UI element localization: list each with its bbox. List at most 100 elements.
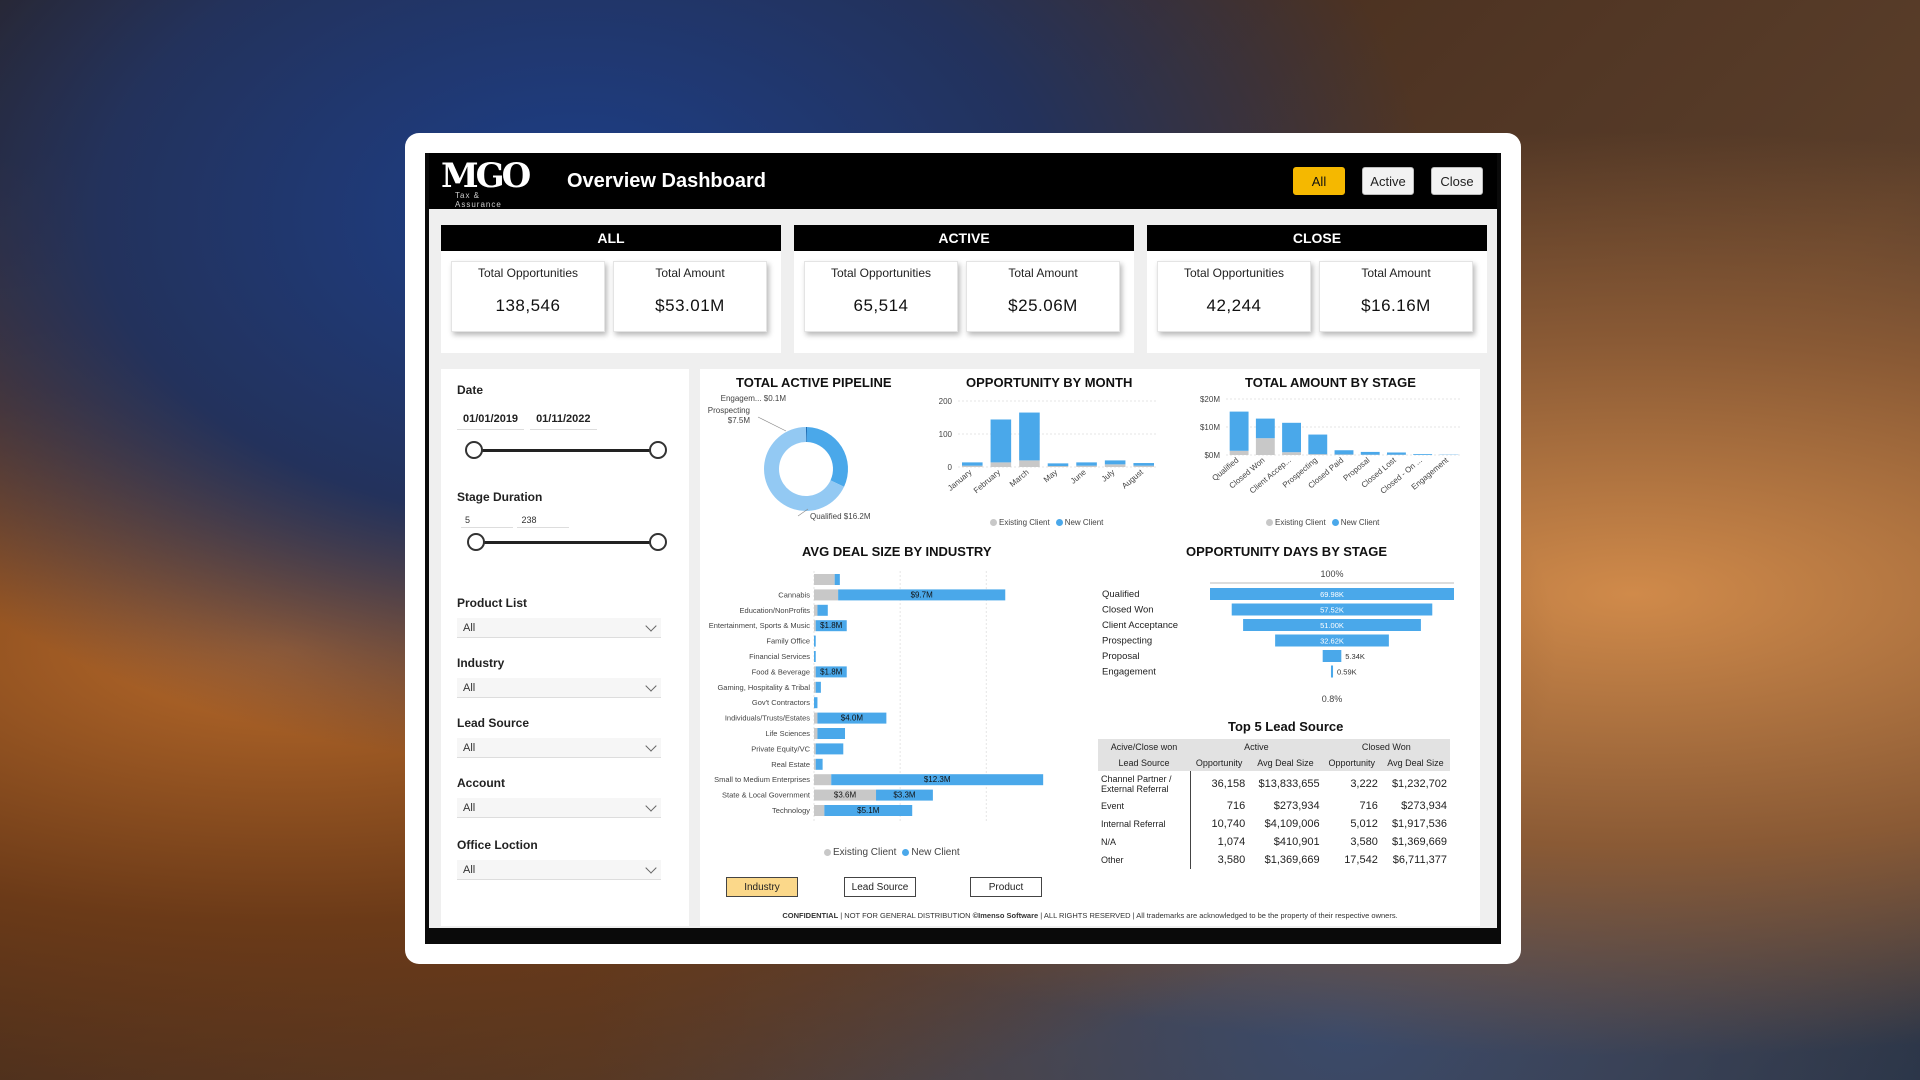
bar-existing: [1229, 450, 1249, 455]
dashboard: MGO Tax & Assurance Overview Dashboard A…: [425, 153, 1501, 944]
donut-slice: [806, 427, 848, 487]
bar-existing: [1076, 465, 1097, 467]
slider-handle-end[interactable]: [649, 533, 667, 551]
kpi-label: Total Amount: [1008, 266, 1078, 280]
chevron-down-icon: [645, 679, 657, 692]
category-label: Small to Medium Enterprises: [714, 775, 810, 784]
bar-existing: [814, 681, 816, 693]
bar-new: [1019, 412, 1040, 461]
funnel-bar: [1231, 603, 1433, 616]
x-tick-label: July: [1100, 468, 1117, 484]
tab-lead-source[interactable]: Lead Source: [844, 877, 916, 897]
bar-new: [1360, 451, 1380, 455]
dropdown-value: All: [463, 801, 476, 814]
legend-swatch: [1266, 519, 1273, 527]
lead-source-dropdown[interactable]: All: [457, 738, 661, 758]
days-chart-title: OPPORTUNITY DAYS BY STAGE: [1186, 544, 1388, 559]
col-closed-opportunity: Opportunity: [1322, 755, 1381, 771]
bar-new: [815, 620, 847, 632]
slice-label: Prospecting: [708, 406, 750, 415]
slider-handle-start[interactable]: [465, 441, 483, 459]
closed-avg-cell: $273,934: [1401, 800, 1447, 812]
bar-new: [1076, 462, 1097, 466]
data-label: $4.0M: [841, 714, 864, 723]
bar-existing: [814, 789, 877, 801]
date-start-input[interactable]: 01/01/2019: [457, 409, 525, 430]
active-opportunity-cell: 36,158: [1211, 778, 1246, 790]
date-slider[interactable]: [465, 440, 667, 460]
funnel-value-label: 32.62K: [1320, 637, 1344, 646]
slider-handle-start[interactable]: [467, 533, 485, 551]
slider-handle-end[interactable]: [649, 441, 667, 459]
tab-industry[interactable]: Industry: [726, 877, 798, 897]
funnel-value-label: 69.98K: [1320, 590, 1344, 599]
active-button[interactable]: Active: [1362, 167, 1414, 195]
x-tick-label: June: [1069, 467, 1088, 485]
industry-dropdown[interactable]: All: [457, 678, 661, 698]
kpi-group-all: ALL Total Opportunities 138,546 Total Am…: [441, 225, 781, 353]
bar-new: [815, 743, 844, 755]
bar-new: [824, 805, 913, 816]
active-avg-cell: $410,901: [1273, 836, 1320, 848]
chevron-down-icon: [645, 799, 657, 812]
footer-text: | NOT FOR GENERAL DISTRIBUTION: [838, 911, 973, 920]
dropdown-value: All: [463, 863, 476, 876]
stage-slider[interactable]: [467, 532, 667, 552]
bar-existing: [1334, 454, 1354, 455]
bar-existing: [1019, 460, 1040, 467]
date-filter-label: Date: [457, 383, 484, 397]
active-opportunity-cell: 3,580: [1217, 854, 1246, 866]
active-avg-cell: $1,369,669: [1264, 854, 1320, 866]
slice-label: Qualified $16.2M: [810, 512, 871, 521]
office-location-dropdown[interactable]: All: [457, 860, 661, 880]
category-label: Entertainment, Sports & Music: [709, 621, 811, 630]
month-legend: Existing Client New Client: [990, 518, 1103, 527]
leader-line: [757, 416, 787, 432]
lead-cell: Channel Partner / External Referral: [1098, 771, 1191, 797]
date-range: 01/01/2019 01/11/2022: [457, 409, 673, 430]
slice-label: Engagem... $0.1M: [721, 394, 787, 403]
funnel-value-label: 57.52K: [1320, 606, 1344, 615]
table-header-row: Acive/Close won Active Closed Won: [1098, 739, 1450, 755]
bar-new: [1387, 452, 1406, 455]
category-label: State & Local Government: [722, 791, 811, 800]
stage-max-input[interactable]: 238: [517, 513, 570, 528]
lead-cell: Event: [1098, 797, 1191, 815]
kpi-value: 42,244: [1206, 296, 1262, 315]
all-button[interactable]: All: [1293, 167, 1345, 195]
bar-new: [1104, 460, 1126, 465]
stage-min-input[interactable]: 5: [461, 513, 513, 528]
product-list-dropdown[interactable]: All: [457, 618, 661, 638]
closed-opportunity-cell: 5,012: [1350, 818, 1378, 830]
kpi-card-opportunities: Total Opportunities 42,244: [1157, 261, 1311, 332]
kpi-cards: Total Opportunities 65,514 Total Amount …: [794, 251, 1134, 332]
bar-existing: [1255, 438, 1275, 455]
category-label: Gov't Contractors: [752, 698, 810, 707]
deal-size-chart-title: AVG DEAL SIZE BY INDUSTRY: [802, 544, 992, 559]
legend-swatch: [1331, 519, 1339, 527]
close-button[interactable]: Close: [1431, 167, 1483, 195]
kpi-label: Total Opportunities: [830, 266, 932, 280]
category-label: Technology: [772, 806, 810, 815]
funnel-category: Proposal: [1102, 651, 1140, 662]
legend-item-existing: Existing Client: [1266, 518, 1326, 527]
bar-new: [1133, 463, 1154, 466]
y-tick-label: 100: [939, 430, 953, 439]
account-dropdown[interactable]: All: [457, 798, 661, 818]
date-end-input[interactable]: 01/11/2022: [530, 409, 597, 430]
filter-panel: Date 01/01/2019 01/11/2022 Stage Duratio…: [441, 369, 689, 926]
lead-table-title: Top 5 Lead Source: [1228, 719, 1344, 734]
funnel-top-label: 100%: [1320, 569, 1343, 579]
funnel-category: Client Acceptance: [1102, 620, 1178, 631]
legend-label: Existing Client: [1275, 518, 1326, 527]
y-tick-label: 0: [948, 463, 953, 472]
active-avg-cell: $13,833,655: [1258, 778, 1320, 790]
closed-opportunity-cell: 3,222: [1350, 778, 1378, 790]
bar-new: [1255, 418, 1275, 439]
category-label: Education/NonProfits: [740, 606, 811, 615]
legend-swatch: [990, 519, 997, 527]
table-row: Event 716 $273,934 716 $273,934: [1098, 797, 1450, 815]
kpi-row: ALL Total Opportunities 138,546 Total Am…: [441, 225, 1487, 353]
tab-product[interactable]: Product: [970, 877, 1042, 897]
col-closed-avg: Avg Deal Size: [1380, 755, 1450, 771]
